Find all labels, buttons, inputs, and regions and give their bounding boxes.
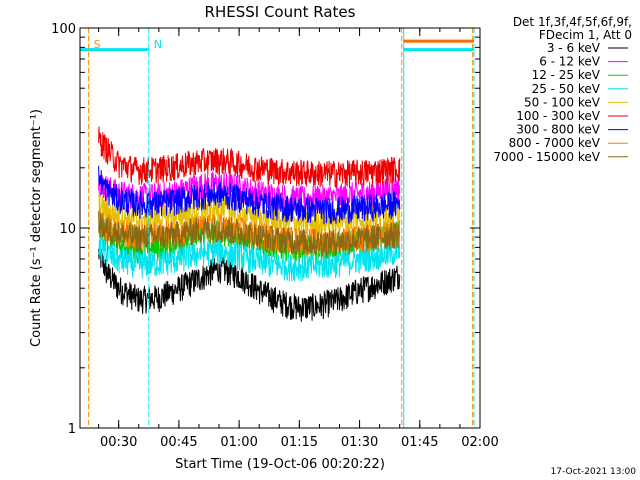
legend-label-2: 6 - 12 keV: [539, 55, 601, 69]
legend-label-3: 12 - 25 keV: [532, 68, 601, 82]
legend-label-5: 50 - 100 keV: [524, 95, 601, 109]
x-tick-label-1: 00:30: [100, 435, 137, 450]
legend-label-9: 7000 - 15000 keV: [493, 150, 600, 164]
legend-label-4: 25 - 50 keV: [532, 82, 601, 96]
footer-timestamp: 17-Oct-2021 13:00: [551, 467, 637, 477]
x-tick-label-3: 01:00: [220, 435, 257, 450]
x-tick-label-2: 00:45: [160, 435, 197, 450]
legend-header-line-2: FDecim 1, Att 0: [539, 28, 632, 42]
legend-header-line-1: Det 1f,3f,4f,5f,6f,9f,: [513, 15, 632, 29]
x-tick-label-6: 01:45: [401, 435, 438, 450]
x-axis-title: Start Time (19-Oct-06 00:20:22): [175, 457, 385, 472]
x-tick-label-5: 01:30: [341, 435, 378, 450]
series-line-6: [99, 127, 400, 189]
legend-label-1: 3 - 6 keV: [547, 41, 601, 55]
y-tick-label-1: 1: [68, 422, 76, 437]
legend-label-8: 800 - 7000 keV: [509, 136, 601, 150]
legend-label-6: 100 - 300 keV: [516, 109, 600, 123]
y-axis-title: Count Rate (s⁻¹ detector segment⁻¹): [29, 109, 44, 347]
x-tick-label-4: 01:15: [281, 435, 318, 450]
y-tick-label-3: 100: [51, 22, 76, 37]
legend-label-7: 300 - 800 keV: [516, 123, 600, 137]
marker-label-n: N: [154, 38, 162, 51]
chart-title: RHESSI Count Rates: [205, 3, 356, 21]
y-tick-label-2: 10: [59, 222, 76, 237]
x-tick-label-7: 02:00: [461, 435, 498, 450]
